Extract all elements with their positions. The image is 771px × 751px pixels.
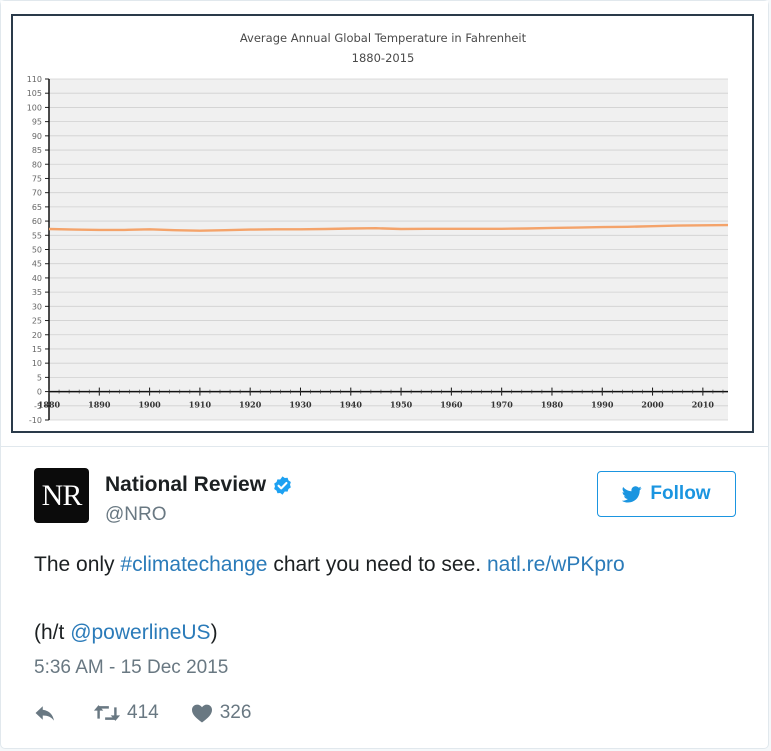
twitter-bird-icon bbox=[622, 485, 643, 502]
x-tick-label: 1890 bbox=[88, 400, 111, 410]
y-tick-label: 65 bbox=[32, 203, 42, 212]
url-link[interactable]: natl.re/wPKpro bbox=[486, 553, 625, 576]
chart-image: Average Annual Global Temperature in Fah… bbox=[11, 14, 754, 433]
x-tick-label: 1920 bbox=[239, 400, 262, 410]
retweet-icon bbox=[93, 705, 121, 721]
ht-prefix: (h/t bbox=[34, 621, 71, 644]
y-tick-label: -5 bbox=[34, 402, 42, 411]
heart-icon bbox=[191, 704, 212, 723]
y-tick-label: 30 bbox=[32, 302, 42, 311]
y-tick-label: 10 bbox=[32, 359, 42, 368]
temperature-series-line bbox=[48, 223, 729, 232]
y-tick-label: 110 bbox=[27, 75, 42, 84]
follow-label: Follow bbox=[650, 483, 711, 504]
y-tick-label: 80 bbox=[32, 160, 42, 169]
x-tick-label: 1910 bbox=[189, 400, 212, 410]
text-before: The only bbox=[34, 553, 121, 576]
chart-subtitle: 1880-2015 bbox=[352, 51, 415, 65]
tweet-header: NR National Review @NRO Follow bbox=[34, 468, 744, 528]
y-tick-label: 45 bbox=[32, 260, 42, 269]
x-tick-label: 2010 bbox=[692, 400, 715, 410]
action-bar: 414 326 bbox=[34, 698, 251, 728]
retweet-count: 414 bbox=[127, 702, 159, 723]
y-tick-label: 5 bbox=[37, 373, 42, 382]
y-tick-label: 70 bbox=[32, 189, 42, 198]
x-tick-label: 1900 bbox=[138, 400, 161, 410]
y-tick-label: 85 bbox=[32, 146, 42, 155]
follow-button[interactable]: Follow bbox=[597, 471, 736, 517]
author-handle[interactable]: @NRO bbox=[105, 504, 167, 525]
reply-button[interactable] bbox=[34, 704, 60, 722]
verified-badge-icon bbox=[274, 475, 291, 495]
y-tick-label: 100 bbox=[27, 103, 42, 112]
y-tick-label: 75 bbox=[32, 174, 42, 183]
y-tick-label: 50 bbox=[32, 246, 42, 255]
author-row: National Review bbox=[105, 473, 293, 497]
y-tick-label: 35 bbox=[32, 288, 42, 297]
y-tick-label: 60 bbox=[32, 217, 42, 226]
y-tick-label: 90 bbox=[32, 132, 42, 141]
tweet-media[interactable]: Average Annual Global Temperature in Fah… bbox=[1, 1, 768, 447]
y-tick-label: 20 bbox=[32, 331, 42, 340]
x-tick-label: 1970 bbox=[491, 400, 514, 410]
temperature-chart: Average Annual Global Temperature in Fah… bbox=[27, 31, 729, 425]
y-tick-label: 95 bbox=[32, 118, 42, 127]
y-tick-label: 55 bbox=[32, 231, 42, 240]
mention-link[interactable]: @powerlineUS bbox=[70, 621, 211, 644]
y-tick-label: -10 bbox=[29, 416, 42, 425]
like-button[interactable]: 326 bbox=[191, 702, 252, 724]
x-tick-label: 1990 bbox=[591, 400, 614, 410]
hashtag-link[interactable]: #climatechange bbox=[120, 553, 268, 576]
y-tick-label: 0 bbox=[37, 388, 42, 397]
x-tick-label: 1940 bbox=[340, 400, 363, 410]
x-tick-label: 1960 bbox=[440, 400, 463, 410]
text-middle: chart you need to see. bbox=[267, 553, 487, 576]
reply-icon bbox=[35, 706, 54, 721]
timestamp[interactable]: 5:36 AM - 15 Dec 2015 bbox=[34, 657, 229, 678]
tweet-line-1: The only #climatechange chart you need t… bbox=[34, 551, 754, 579]
chart-title: Average Annual Global Temperature in Fah… bbox=[240, 31, 527, 45]
avatar[interactable]: NR bbox=[34, 468, 89, 523]
author-name[interactable]: National Review bbox=[105, 473, 267, 496]
x-tick-label: 1880 bbox=[38, 400, 61, 410]
tweet-line-2: (h/t @powerlineUS) bbox=[34, 619, 754, 647]
x-tick-label: 1950 bbox=[390, 400, 413, 410]
retweet-button[interactable]: 414 bbox=[93, 702, 159, 724]
tweet-text: The only #climatechange chart you need t… bbox=[34, 551, 754, 647]
like-count: 326 bbox=[219, 702, 252, 723]
y-tick-label: 25 bbox=[32, 317, 42, 326]
x-tick-label: 1930 bbox=[289, 400, 312, 410]
x-tick-label: 2000 bbox=[641, 400, 664, 410]
ht-suffix: ) bbox=[210, 621, 218, 644]
x-tick-label: 1980 bbox=[541, 400, 564, 410]
y-tick-label: 15 bbox=[32, 345, 42, 354]
y-tick-label: 105 bbox=[27, 89, 42, 98]
y-tick-label: 40 bbox=[32, 274, 42, 283]
